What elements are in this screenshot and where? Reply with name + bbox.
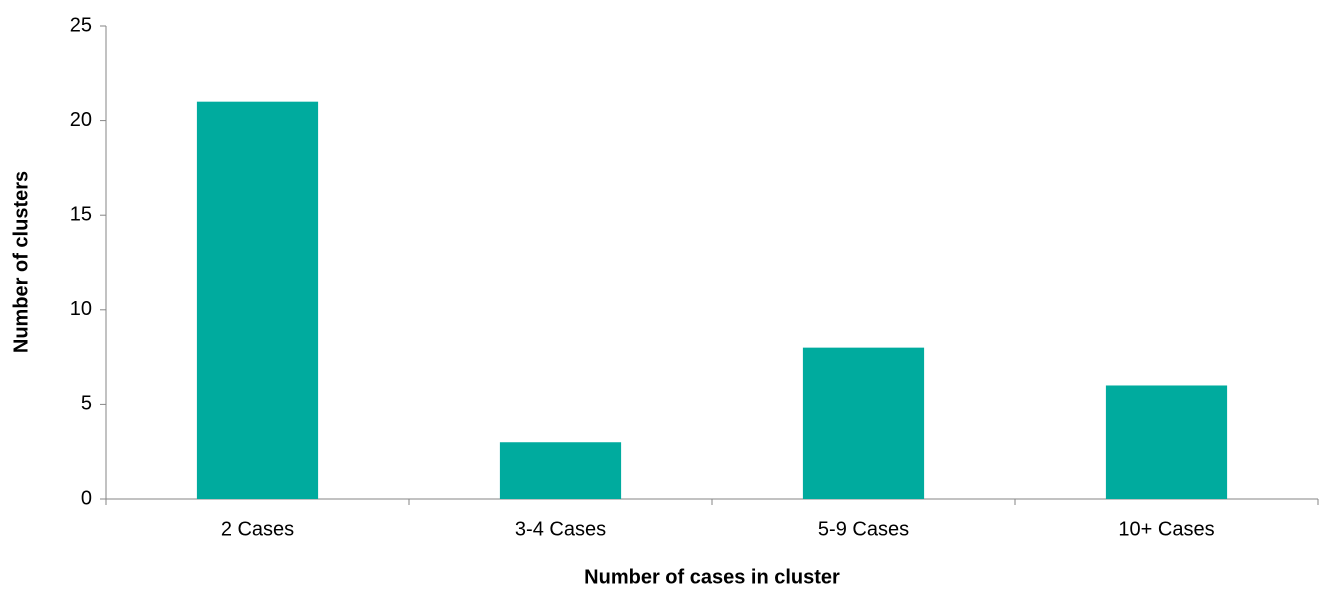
y-tick-label: 10 bbox=[70, 298, 92, 320]
y-tick-label: 25 bbox=[70, 14, 92, 36]
x-tick-label: 10+ Cases bbox=[1118, 518, 1214, 540]
bar bbox=[1105, 385, 1228, 499]
y-tick-label: 5 bbox=[81, 393, 92, 415]
y-axis-label: Number of clusters bbox=[10, 171, 32, 353]
x-tick-label: 3-4 Cases bbox=[515, 518, 606, 540]
y-tick-label: 15 bbox=[70, 203, 92, 225]
bar bbox=[499, 442, 622, 499]
x-axis-label: Number of cases in cluster bbox=[584, 566, 840, 588]
y-tick-label: 20 bbox=[70, 109, 92, 131]
x-tick-label: 5-9 Cases bbox=[818, 518, 909, 540]
bar bbox=[802, 347, 925, 499]
bar bbox=[196, 101, 319, 500]
x-tick-label: 2 Cases bbox=[221, 518, 294, 540]
y-tick-label: 0 bbox=[81, 487, 92, 509]
